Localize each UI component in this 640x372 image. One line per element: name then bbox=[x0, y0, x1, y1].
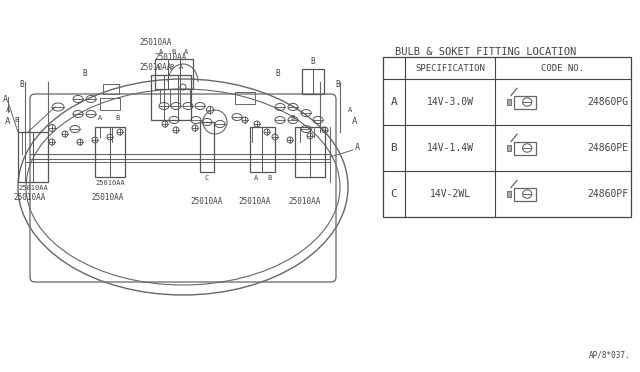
Text: A: A bbox=[6, 107, 10, 113]
Text: A: A bbox=[348, 107, 352, 113]
Text: B: B bbox=[115, 115, 119, 121]
Text: C: C bbox=[390, 189, 397, 199]
Text: A: A bbox=[5, 117, 11, 126]
Text: B: B bbox=[83, 69, 87, 78]
Text: A: A bbox=[3, 95, 8, 104]
Text: 25010AA: 25010AA bbox=[155, 53, 187, 62]
Text: B: B bbox=[390, 143, 397, 153]
Bar bbox=[103, 84, 119, 94]
Bar bbox=[507, 145, 511, 151]
Text: A: A bbox=[390, 97, 397, 107]
Text: 25010AA: 25010AA bbox=[92, 193, 124, 202]
Text: B: B bbox=[310, 57, 316, 66]
Text: 25010AA: 25010AA bbox=[140, 63, 172, 72]
Bar bbox=[151, 75, 191, 120]
Text: 24860PG: 24860PG bbox=[587, 97, 628, 107]
Text: 25010AA: 25010AA bbox=[14, 193, 46, 202]
Bar bbox=[514, 141, 536, 154]
Text: BULB & SOKET FITTING LOCATION: BULB & SOKET FITTING LOCATION bbox=[395, 47, 576, 57]
Text: 25010AA: 25010AA bbox=[140, 38, 172, 47]
Text: 24860PF: 24860PF bbox=[587, 189, 628, 199]
Bar bbox=[295, 127, 325, 177]
Text: A: A bbox=[254, 175, 258, 181]
Text: 25010AA: 25010AA bbox=[239, 197, 271, 206]
Text: A: A bbox=[156, 64, 160, 70]
Bar bbox=[250, 127, 275, 172]
Bar bbox=[100, 98, 120, 110]
Text: AP/8*037.: AP/8*037. bbox=[588, 350, 630, 359]
Bar bbox=[200, 122, 214, 172]
Text: 14V-2WL: 14V-2WL bbox=[429, 189, 470, 199]
Text: A: A bbox=[179, 64, 183, 70]
Bar bbox=[514, 187, 536, 201]
Text: 14V-3.0W: 14V-3.0W bbox=[426, 97, 474, 107]
Text: B: B bbox=[172, 49, 176, 55]
Text: B: B bbox=[291, 115, 295, 121]
Bar bbox=[507, 192, 511, 196]
Text: A: A bbox=[98, 115, 102, 121]
Text: 25010AA: 25010AA bbox=[95, 180, 125, 186]
Text: A: A bbox=[184, 49, 188, 55]
Bar bbox=[95, 127, 125, 177]
Text: 25010AA: 25010AA bbox=[289, 197, 321, 206]
Text: B: B bbox=[14, 117, 18, 123]
Text: C: C bbox=[205, 175, 209, 181]
Text: A: A bbox=[159, 49, 163, 55]
Bar bbox=[18, 132, 48, 182]
Text: SPECIFICATION: SPECIFICATION bbox=[415, 64, 485, 73]
Text: 25010AA: 25010AA bbox=[191, 197, 223, 206]
Text: B: B bbox=[20, 80, 24, 89]
Text: 25010AA: 25010AA bbox=[18, 185, 48, 191]
Text: CODE NO.: CODE NO. bbox=[541, 64, 584, 73]
Text: B: B bbox=[169, 64, 173, 70]
Text: B: B bbox=[268, 175, 272, 181]
Bar bbox=[383, 57, 631, 217]
Text: A: A bbox=[352, 117, 358, 126]
Text: A: A bbox=[355, 143, 360, 152]
Bar bbox=[235, 92, 255, 104]
Bar bbox=[507, 99, 511, 105]
Bar bbox=[155, 59, 193, 89]
Text: B: B bbox=[276, 69, 280, 78]
Bar bbox=[302, 69, 324, 94]
Text: B: B bbox=[336, 80, 340, 89]
Text: 24860PE: 24860PE bbox=[587, 143, 628, 153]
Bar bbox=[514, 96, 536, 109]
Text: 14V-1.4W: 14V-1.4W bbox=[426, 143, 474, 153]
